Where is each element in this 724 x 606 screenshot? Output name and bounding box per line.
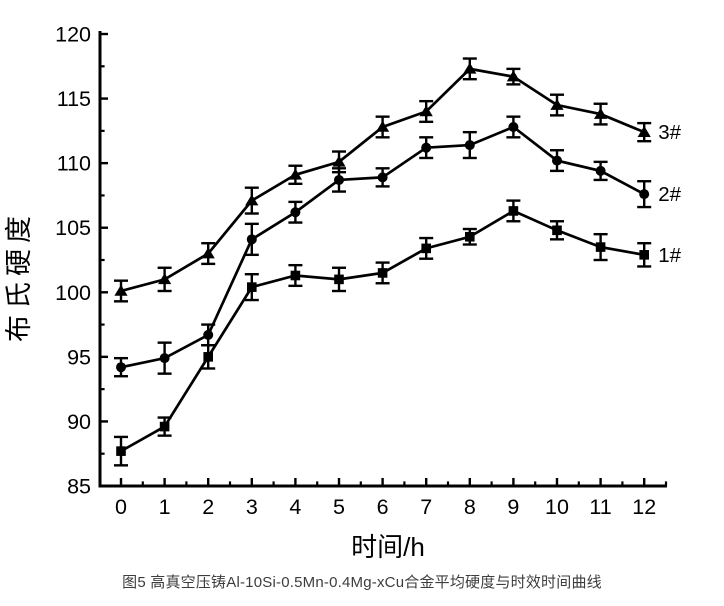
series-1-marker-square [203, 352, 213, 362]
series-1-marker-square [508, 206, 519, 216]
series-3-marker-triangle [419, 105, 433, 117]
series-3-end-label: 3# [658, 121, 681, 144]
series-1-end-label: 1# [658, 244, 681, 267]
series-1-marker-square [639, 250, 649, 260]
x-tick-label: 8 [464, 495, 476, 519]
series-3-marker-triangle [114, 284, 128, 296]
x-tick-label: 2 [202, 495, 214, 519]
series-1-marker-square [334, 274, 344, 285]
series-3-marker-triangle [332, 155, 346, 167]
series-1-marker-square [421, 243, 431, 254]
series-2-marker-circle [508, 121, 519, 132]
series-2-marker-circle [464, 140, 475, 151]
y-tick-label: 85 [67, 475, 91, 499]
y-tick-label: 115 [57, 87, 91, 111]
x-tick-label: 7 [420, 495, 432, 519]
y-tick-label: 120 [55, 23, 91, 47]
series-1-marker-square [290, 270, 301, 281]
x-tick-label: 3 [246, 495, 258, 519]
y-tick-label: 105 [55, 216, 91, 240]
series-3-marker-triangle [506, 70, 520, 82]
series-1-marker-square [247, 282, 257, 292]
series-2-marker-circle [377, 172, 388, 183]
series-1-marker-square [595, 242, 606, 252]
x-axis-title: 时间/h [351, 532, 425, 562]
y-axis-title: 布氏硬度 [4, 210, 34, 342]
x-tick-label: 12 [632, 495, 656, 519]
y-tick-label: 95 [67, 345, 91, 369]
series-2-marker-circle [334, 174, 344, 185]
x-tick-label: 9 [507, 495, 519, 519]
series-1-marker-square [377, 268, 388, 278]
series-1-marker-square [159, 421, 170, 432]
x-tick-label: 6 [377, 495, 389, 519]
x-tick-label: 5 [333, 495, 345, 519]
series-1-line [120, 209, 645, 453]
series-3-marker-triangle [550, 98, 564, 110]
series-1-marker-square [465, 231, 475, 242]
x-tick-label: 11 [589, 495, 611, 519]
series-2-line [120, 125, 645, 369]
series-3-marker-triangle [245, 194, 259, 206]
series-2-marker-circle [421, 142, 432, 153]
series-2-marker-circle [203, 329, 214, 340]
x-tick-label: 1 [159, 495, 171, 519]
series-2-marker-circle [639, 189, 650, 200]
x-tick-label: 0 [115, 495, 127, 519]
series-2-marker-circle [595, 165, 606, 176]
series-2-end-label: 2# [658, 183, 681, 206]
series-3-marker-triangle [201, 247, 215, 259]
series-2-marker-circle [116, 362, 126, 373]
series-3-marker-triangle [376, 120, 390, 132]
series-1-marker-square [552, 225, 562, 236]
series-3-marker-triangle [594, 107, 608, 119]
series-2-marker-circle [552, 155, 562, 166]
figure-caption: 图5 高真空压铸Al-10Si-0.5Mn-0.4Mg-xCu合金平均硬度与时效… [122, 574, 602, 591]
x-tick-label: 10 [545, 495, 569, 519]
series-2-marker-circle [159, 353, 170, 364]
y-tick-label: 100 [55, 281, 91, 305]
series-3-marker-triangle [463, 62, 477, 74]
y-tick-label: 110 [57, 152, 91, 176]
series-2-marker-circle [290, 207, 301, 218]
series-3-marker-triangle [288, 168, 302, 180]
series-3-marker-triangle [637, 125, 651, 137]
series-1-marker-square [116, 446, 126, 456]
series-3-marker-triangle [158, 273, 172, 285]
series-2-marker-circle [246, 234, 257, 245]
x-tick-label: 4 [289, 495, 301, 519]
y-tick-label: 90 [67, 410, 91, 434]
